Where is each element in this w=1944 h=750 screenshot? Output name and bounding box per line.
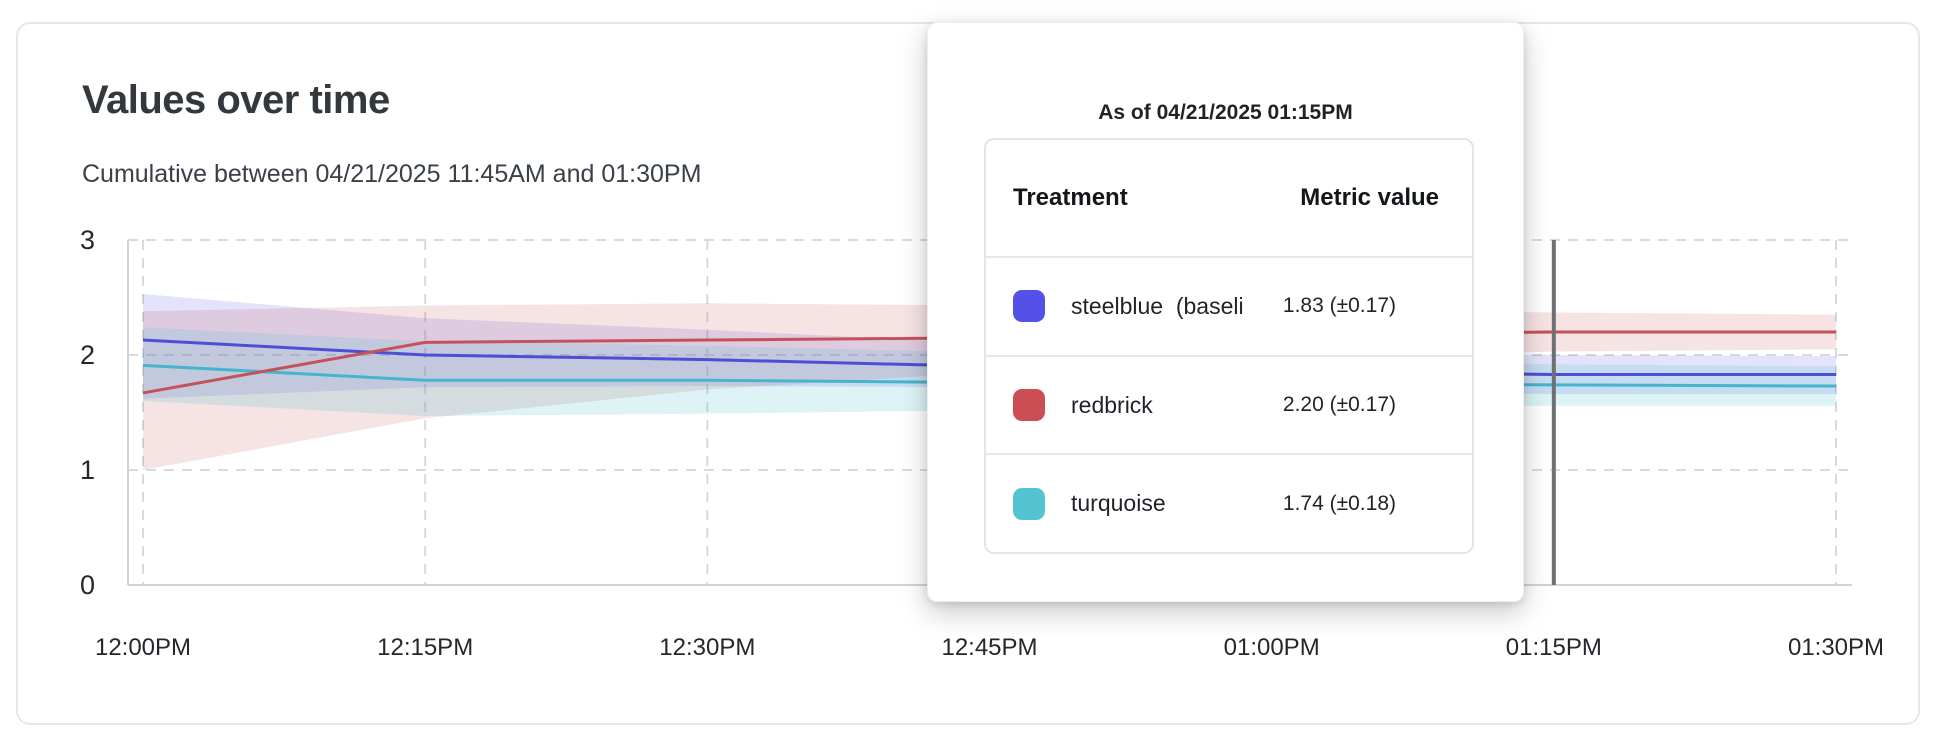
- treatment-label: turquoise: [1071, 490, 1166, 517]
- metric-value: 1.83 (±0.17): [1282, 294, 1396, 318]
- series-color-swatch: [1013, 290, 1045, 323]
- treatment-label: redbrick: [1071, 391, 1153, 418]
- tooltip-row: redbrick 2.20 (±0.17): [986, 354, 1472, 454]
- x-tick-label: 12:15PM: [377, 634, 473, 661]
- tooltip-col-metric-value: Metric value: [1300, 184, 1439, 211]
- tooltip-rows: steelblue (baseli 1.83 (±0.17) redbrick 2.2…: [986, 256, 1472, 552]
- x-tick-label: 01:15PM: [1506, 634, 1602, 661]
- series-color-swatch: [1013, 487, 1045, 520]
- tooltip-row: steelblue (baseli 1.83 (±0.17): [986, 256, 1472, 355]
- tooltip-table-header: Treatment Metric value: [986, 140, 1472, 256]
- chart-tooltip: As of 04/21/2025 01:15PM Treatment Metri…: [927, 22, 1524, 602]
- y-tick-label: 3: [80, 225, 95, 255]
- y-tick-label: 2: [80, 340, 95, 370]
- x-tick-label: 12:00PM: [95, 634, 191, 661]
- metric-value: 1.74 (±0.18): [1282, 491, 1396, 515]
- y-tick-label: 0: [80, 570, 95, 600]
- treatment-label: steelblue (baseli: [1071, 292, 1244, 319]
- y-tick-label: 1: [80, 455, 95, 485]
- tooltip-title: As of 04/21/2025 01:15PM: [1098, 101, 1353, 124]
- chart-subtitle: Cumulative between 04/21/2025 11:45AM an…: [82, 160, 702, 188]
- x-tick-label: 12:30PM: [659, 634, 755, 661]
- tooltip-col-treatment: Treatment: [1013, 184, 1128, 211]
- series-color-swatch: [1013, 389, 1045, 421]
- x-tick-label: 12:45PM: [941, 634, 1037, 661]
- x-tick-label: 01:30PM: [1788, 634, 1884, 661]
- tooltip-table: Treatment Metric value steelblue (baseli…: [984, 138, 1474, 554]
- page-title: Values over time: [82, 78, 390, 122]
- tooltip-row: turquoise 1.74 (±0.18): [986, 453, 1472, 552]
- metric-value: 2.20 (±0.17): [1282, 393, 1396, 416]
- x-tick-label: 01:00PM: [1224, 634, 1320, 661]
